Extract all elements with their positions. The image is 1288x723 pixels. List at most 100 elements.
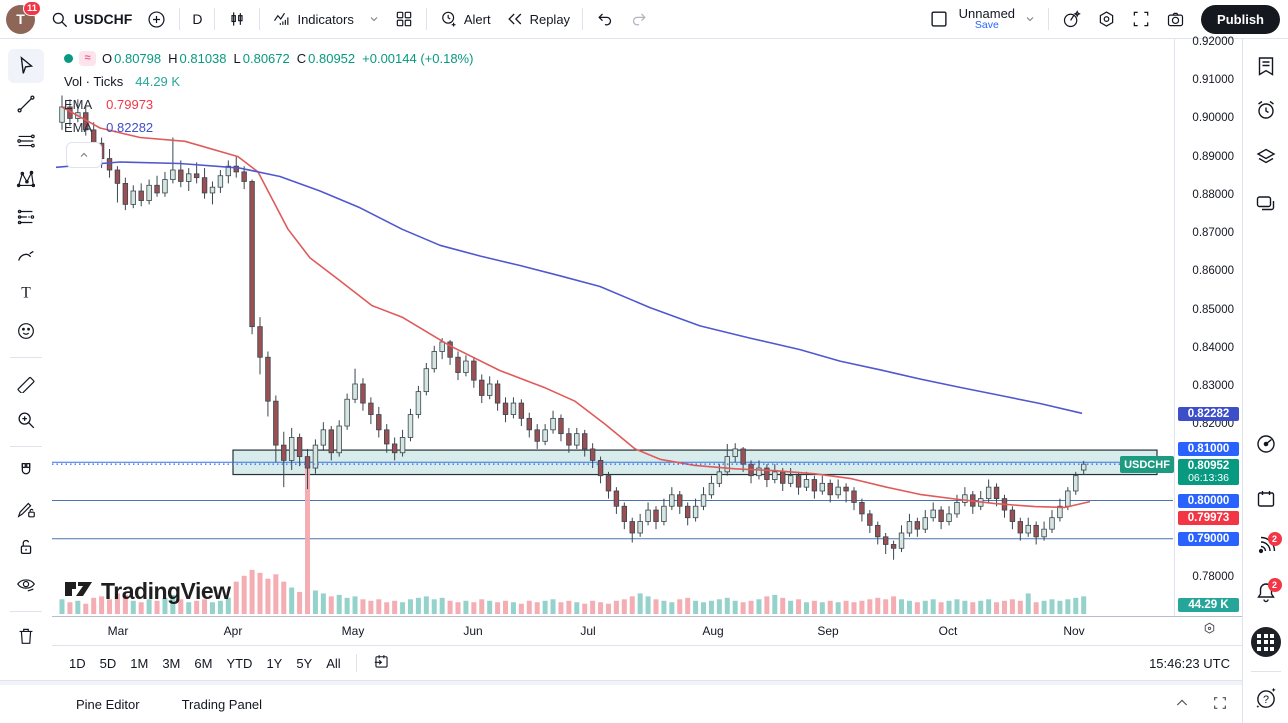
volume-legend-row[interactable]: Vol · Ticks 44.29 K [64, 72, 480, 90]
range-button-5d[interactable]: 5D [93, 652, 124, 675]
candle-body [106, 158, 113, 171]
indicators-dropdown-arrow[interactable] [361, 9, 387, 29]
volume-bar [241, 575, 247, 614]
time-axis[interactable]: Mar Apr May Jun Jul Aug Sep Oct Nov [52, 616, 1242, 645]
volume-bar [851, 602, 857, 614]
chart-canvas[interactable]: ≈ O 0.80798 H 0.81038 L 0.80672 C 0.80952 +0.001… [52, 39, 1174, 616]
ema-fast-line[interactable] [61, 106, 1091, 509]
range-button-5y[interactable]: 5Y [289, 652, 319, 675]
right-sidebar: 2 2 ? [1242, 39, 1288, 723]
settings-button[interactable] [1089, 5, 1124, 34]
panel-maximize-button[interactable] [1212, 695, 1228, 714]
object-tree-layers-button[interactable] [1248, 139, 1284, 175]
chat-button[interactable] [1248, 186, 1284, 222]
alert-button[interactable]: Alert [432, 5, 498, 33]
redo-button[interactable] [622, 5, 656, 33]
screener-radar-button[interactable] [1248, 426, 1284, 462]
publish-button[interactable]: Publish [1201, 4, 1280, 34]
lock-drawings-button[interactable] [8, 530, 44, 564]
trend-line-tool-button[interactable] [8, 87, 44, 121]
range-button-1m[interactable]: 1M [123, 652, 155, 675]
volume-bar [883, 599, 889, 614]
quick-search-button[interactable] [1054, 5, 1089, 34]
ema-fast-legend-row[interactable]: EMA 0.79973 [64, 95, 480, 113]
candle-body [494, 383, 501, 404]
volume-bar [154, 600, 160, 614]
apps-menu-button[interactable] [1248, 624, 1284, 660]
candle-body [985, 486, 992, 500]
calendar-button[interactable] [1248, 481, 1284, 517]
user-avatar[interactable]: T 11 [6, 0, 41, 34]
alerts-button[interactable] [1248, 92, 1284, 128]
ideas-stream-button[interactable]: 2 [1248, 529, 1284, 565]
utc-clock[interactable]: 15:46:23 UTC [1149, 655, 1230, 671]
range-button-1d[interactable]: 1D [62, 652, 93, 675]
range-button-1y[interactable]: 1Y [259, 652, 289, 675]
panel-expand-chevron-button[interactable] [1174, 695, 1190, 714]
indicators-button[interactable]: Indicators [265, 5, 360, 33]
help-button[interactable]: ? [1248, 680, 1284, 716]
compare-add-symbol-button[interactable] [139, 5, 174, 34]
save-label[interactable]: Save [974, 19, 999, 32]
symbol-search-button[interactable]: USDCHF [43, 6, 139, 33]
chart-type-button[interactable] [220, 5, 254, 33]
undo-button[interactable] [588, 5, 622, 33]
candle-body [946, 513, 952, 522]
volume-bar [67, 602, 73, 614]
price-tick-label: 0.92000 [1192, 36, 1234, 48]
range-button-ytd[interactable]: YTD [219, 652, 259, 675]
hide-drawings-button[interactable] [8, 568, 44, 602]
ema-slow-line[interactable] [55, 161, 1083, 415]
layout-select-button[interactable] [921, 4, 957, 34]
snapshot-camera-button[interactable] [1158, 5, 1193, 34]
ohlc-legend-row[interactable]: ≈ O 0.80798 H 0.81038 L 0.80672 C 0.80952 +0.001… [64, 49, 480, 67]
cursor-tool-button[interactable] [8, 49, 44, 83]
pattern-tool-button[interactable] [8, 162, 44, 196]
range-button-all[interactable]: All [319, 652, 347, 675]
layout-name-control[interactable]: Unnamed Save [957, 7, 1017, 32]
text-tool-button[interactable]: T [8, 276, 44, 310]
fullscreen-button[interactable] [1124, 5, 1158, 33]
projection-tool-button[interactable] [8, 200, 44, 234]
price-scale-settings-icon[interactable] [1201, 620, 1218, 640]
magnet-mode-button[interactable] [8, 454, 44, 488]
legend-collapse-button[interactable] [66, 142, 102, 168]
candle-body [281, 444, 287, 461]
layout-dropdown-arrow[interactable] [1017, 9, 1043, 29]
tab-trading-panel[interactable]: Trading Panel [181, 697, 263, 712]
price-chart[interactable] [52, 39, 1174, 616]
candle-body [811, 479, 818, 492]
panel-resize-handle[interactable] [0, 680, 1242, 685]
drawing-mode-lock-button[interactable] [8, 492, 44, 526]
replay-button[interactable]: Replay [498, 5, 577, 33]
ema-slow-value: 0.82282 [106, 119, 154, 135]
interval-button[interactable]: D [185, 7, 209, 31]
candle-body [827, 482, 833, 496]
horizontal-lines-tool-button[interactable] [8, 124, 44, 158]
range-button-6m[interactable]: 6M [187, 652, 219, 675]
measure-ruler-tool-button[interactable] [8, 365, 44, 399]
brush-tool-button[interactable] [8, 239, 44, 273]
candle-body [645, 509, 651, 522]
candle-body [1041, 528, 1047, 538]
price-axis[interactable]: 0.92000 0.91000 0.90000 0.89000 0.88000 0.870… [1174, 36, 1242, 616]
emoji-tool-button[interactable] [8, 314, 44, 348]
range-button-3m[interactable]: 3M [155, 652, 187, 675]
flag-chip-icon[interactable]: ≈ [79, 50, 96, 66]
go-to-date-button[interactable] [365, 648, 398, 678]
candle-body [368, 402, 374, 415]
volume-bar [518, 603, 524, 614]
notifications-bell-button[interactable]: 2 [1248, 575, 1284, 611]
candle-body [320, 429, 327, 446]
volume-bar [899, 599, 905, 614]
tab-pine-editor[interactable]: Pine Editor [76, 697, 140, 712]
candle-body [455, 356, 461, 373]
remove-drawings-trash-button[interactable] [8, 619, 44, 653]
watchlist-button[interactable] [1248, 48, 1284, 84]
volume-bar [328, 596, 334, 614]
layout-grid-button[interactable] [387, 5, 421, 33]
zoom-in-tool-button[interactable] [8, 403, 44, 437]
volume-bar [447, 600, 453, 614]
ema-slow-legend-row[interactable]: EMA 0.82282 [64, 118, 480, 136]
candle-body [1049, 517, 1055, 530]
